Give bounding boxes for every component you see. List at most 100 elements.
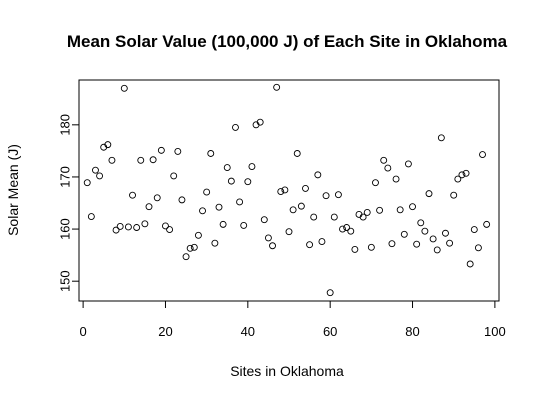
data-point (260, 216, 268, 224)
data-point (466, 260, 474, 268)
data-point (359, 213, 367, 221)
data-point (388, 240, 396, 248)
data-point (343, 224, 351, 231)
data-point (281, 186, 289, 194)
data-points (83, 83, 491, 297)
data-point (306, 241, 314, 249)
data-point (129, 191, 136, 199)
data-point (479, 151, 486, 158)
data-point (87, 213, 95, 221)
data-point (277, 188, 285, 195)
data-point (339, 225, 346, 233)
data-point (425, 190, 433, 198)
x-tick-label: 60 (323, 324, 337, 339)
data-point (293, 150, 301, 157)
data-point (322, 192, 330, 200)
data-point (458, 171, 466, 179)
data-point (326, 289, 334, 297)
data-point (190, 243, 198, 251)
data-point (302, 184, 309, 192)
data-point (240, 221, 248, 229)
data-point (149, 156, 157, 164)
data-point (417, 219, 425, 227)
data-point (285, 228, 293, 236)
data-point (409, 203, 416, 211)
x-tick-label: 100 (484, 324, 506, 339)
data-point (380, 156, 388, 164)
x-tick-label: 0 (80, 324, 87, 339)
data-point (367, 243, 375, 251)
data-point (215, 203, 223, 211)
data-point (137, 156, 145, 164)
data-point (145, 203, 153, 211)
data-point (203, 188, 211, 196)
data-point (108, 156, 116, 164)
data-point (334, 191, 342, 199)
data-point (244, 178, 252, 186)
data-point (236, 198, 244, 206)
data-point (166, 226, 174, 234)
y-axis: 150 160 170 180 (58, 114, 80, 292)
data-point (104, 141, 112, 149)
x-tick-label: 20 (158, 324, 172, 339)
data-point (433, 246, 441, 254)
data-point (351, 245, 359, 253)
data-point (264, 234, 272, 242)
data-point (413, 240, 421, 248)
data-point (404, 160, 412, 168)
data-point (256, 118, 264, 126)
data-point (133, 224, 141, 231)
data-point (174, 147, 182, 155)
data-point (96, 172, 104, 180)
x-axis: 0 20 40 60 80 100 (80, 300, 506, 339)
data-point (297, 202, 305, 210)
data-point (211, 239, 219, 247)
x-tick-label: 80 (405, 324, 419, 339)
data-point (446, 239, 454, 247)
data-point (157, 146, 165, 154)
data-point (483, 220, 491, 228)
data-point (450, 191, 458, 199)
data-point (186, 244, 194, 252)
data-point (400, 230, 408, 238)
data-point (219, 220, 227, 228)
data-point (396, 206, 404, 214)
data-point (318, 238, 326, 246)
data-point (454, 175, 462, 183)
data-point (314, 171, 322, 179)
data-point (269, 242, 276, 250)
data-point (223, 164, 231, 172)
data-point (227, 177, 235, 185)
data-point (116, 223, 124, 230)
data-point (442, 229, 449, 237)
data-point (124, 223, 132, 231)
data-point (372, 179, 379, 187)
data-point (178, 196, 186, 204)
data-point (462, 169, 470, 177)
data-point (330, 213, 338, 221)
x-tick-label: 40 (241, 324, 255, 339)
data-point (384, 164, 392, 172)
y-tick-label: 170 (58, 166, 73, 188)
data-point (112, 226, 120, 234)
data-point (376, 206, 384, 214)
data-point (182, 253, 190, 261)
data-point (141, 220, 149, 228)
x-axis-label: Sites in Oklahoma (230, 363, 344, 379)
data-point (199, 207, 206, 215)
y-tick-label: 150 (58, 270, 73, 292)
data-point (310, 213, 318, 221)
data-point (232, 123, 239, 131)
data-point (162, 222, 169, 230)
data-point (392, 175, 400, 183)
chart-title: Mean Solar Value (100,000 J) of Each Sit… (67, 32, 508, 51)
data-point (273, 83, 281, 91)
data-point (92, 166, 99, 174)
plot-area (78, 79, 500, 302)
data-point (470, 226, 478, 234)
data-point (347, 227, 355, 235)
data-point (248, 163, 256, 170)
data-point (363, 208, 371, 216)
y-axis-label: Solar Mean (J) (5, 144, 21, 236)
y-tick-label: 160 (58, 218, 73, 240)
